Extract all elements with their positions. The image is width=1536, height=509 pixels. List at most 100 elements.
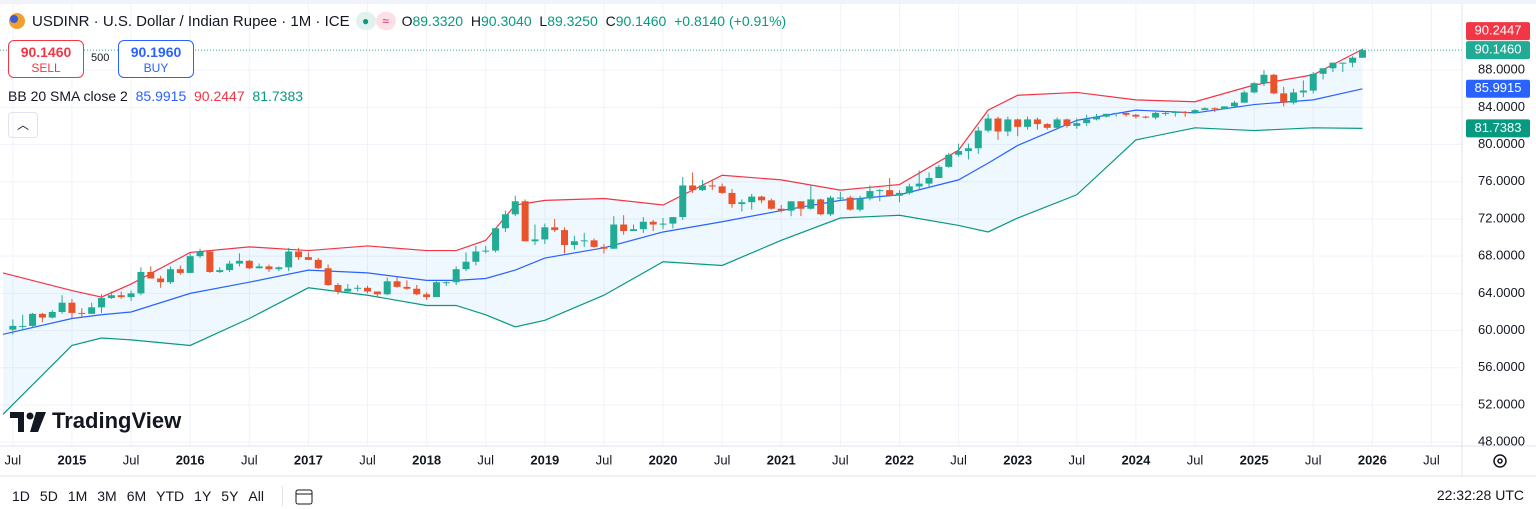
candle-body (669, 217, 677, 224)
range-button[interactable]: 3M (97, 488, 117, 504)
candle-body (482, 250, 490, 252)
y-tick-label: 80.0000 (1478, 136, 1525, 151)
low-value: 89.3250 (547, 13, 598, 29)
candle-body (1260, 74, 1268, 84)
range-button[interactable]: YTD (156, 488, 185, 504)
candle-body (718, 186, 726, 193)
candle-body (1043, 124, 1051, 128)
change: +0.8140 (+0.91%) (674, 13, 787, 29)
x-tick-label: Jul (950, 452, 967, 467)
range-button[interactable]: 1D (12, 488, 30, 504)
candle-body (1053, 119, 1061, 128)
candle-body (245, 260, 253, 269)
candle-body (166, 269, 174, 283)
candle-body (994, 118, 1002, 132)
buy-label[interactable]: BUY (143, 61, 169, 75)
x-tick-label: 2015 (57, 452, 86, 467)
range-button[interactable]: All (248, 488, 264, 504)
candle-body (1102, 113, 1110, 117)
candle-body (501, 214, 509, 229)
collapse-button[interactable]: ︿ (8, 112, 38, 138)
buy-price[interactable]: 90.1960 (130, 44, 182, 60)
goto-date[interactable] (293, 486, 315, 506)
candle-body (629, 229, 637, 232)
candle-body (600, 246, 608, 249)
candle-body (1290, 92, 1298, 103)
settings-icon[interactable] (1493, 454, 1507, 468)
range-button[interactable]: 1M (67, 488, 88, 504)
symbol-title: USDINR · U.S. Dollar / Indian Rupee · 1M… (32, 12, 350, 30)
range-toolbar: 1D 5D 1M 3M 6M YTD 1Y 5Y All (12, 486, 315, 506)
buy-button[interactable]: 90.1960 BUY (118, 40, 194, 78)
candle-body (1280, 93, 1288, 103)
candle-body (206, 251, 214, 272)
x-tick-label: Jul (596, 452, 613, 467)
o-label: O (401, 13, 413, 29)
lower-value: 81.7383 (252, 88, 304, 104)
candle-body (935, 166, 943, 179)
candle-body (787, 201, 795, 211)
sell-price[interactable]: 90.1460 (20, 44, 72, 60)
quantity[interactable]: 500 (91, 52, 110, 64)
candle-body (955, 151, 963, 155)
candle-body (758, 196, 766, 201)
candle-body (561, 230, 569, 245)
compare-pill[interactable]: ≈ (375, 12, 396, 30)
price-tag (1466, 41, 1530, 60)
clock[interactable]: 22:32:28 UTC (1436, 487, 1524, 503)
candle-body (147, 271, 155, 279)
candle-body (29, 313, 37, 326)
separator (281, 486, 283, 506)
high-value: 90.3040 (481, 13, 532, 29)
range-button[interactable]: 5D (39, 488, 58, 504)
range-button[interactable]: 5Y (221, 488, 239, 504)
candle-body (1319, 68, 1327, 74)
band-fill (3, 49, 1363, 415)
candle-body (1024, 119, 1032, 127)
candle-body (137, 271, 145, 294)
gear[interactable] (1493, 454, 1507, 468)
y-tick-label: 72.0000 (1478, 210, 1525, 225)
close-value: 90.1460 (615, 13, 667, 29)
x-tick-label: 2020 (649, 452, 678, 467)
range-button[interactable]: 6M (126, 488, 147, 504)
gear-hub[interactable] (1497, 458, 1503, 464)
candle-body (68, 302, 76, 313)
candle-body (659, 223, 667, 225)
logo-dot (26, 412, 34, 420)
candle-body (1073, 123, 1081, 126)
candle-body (1063, 119, 1071, 126)
y-tick-label: 68.0000 (1478, 248, 1525, 263)
candle-body (728, 192, 736, 205)
candle-body (698, 185, 706, 191)
candle-body (216, 270, 224, 272)
candle-body (344, 288, 352, 292)
candle-body (186, 256, 194, 273)
calendar-icon[interactable] (295, 489, 313, 505)
candle-body (1171, 111, 1179, 113)
sell-label[interactable]: SELL (31, 61, 61, 75)
candle-body (777, 208, 785, 211)
logo-mark (10, 412, 46, 432)
candle-body (176, 269, 184, 273)
candle-body (649, 221, 657, 225)
candle-body (403, 286, 411, 289)
candle-body (107, 295, 115, 299)
candle-body (196, 251, 204, 257)
candle-body (1201, 108, 1209, 111)
candle-body (255, 266, 263, 269)
range-button[interactable]: 1Y (194, 488, 212, 504)
candle-body (492, 228, 500, 251)
candle-body (413, 288, 421, 295)
logo-shape (10, 412, 24, 432)
x-tick-label: 2017 (294, 452, 323, 467)
sell-button[interactable]: 90.1460 SELL (8, 40, 84, 78)
x-tick-label: 2024 (1121, 452, 1151, 467)
upper-value: 90.2447 (194, 88, 245, 104)
candle-body (1230, 102, 1238, 107)
candle-body (551, 227, 559, 231)
candle-body (580, 240, 588, 242)
market-status[interactable]: ● (355, 12, 376, 30)
